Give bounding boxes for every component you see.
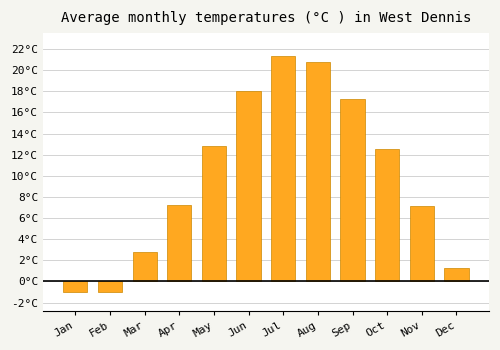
Bar bbox=[306, 62, 330, 281]
Bar bbox=[375, 149, 400, 281]
Bar bbox=[63, 281, 88, 292]
Bar bbox=[132, 252, 157, 281]
Bar bbox=[202, 146, 226, 281]
Bar bbox=[167, 205, 192, 281]
Title: Average monthly temperatures (°C ) in West Dennis: Average monthly temperatures (°C ) in We… bbox=[60, 11, 471, 25]
Bar bbox=[271, 56, 295, 281]
Bar bbox=[340, 99, 364, 281]
Bar bbox=[410, 206, 434, 281]
Bar bbox=[236, 91, 260, 281]
Bar bbox=[98, 281, 122, 292]
Bar bbox=[444, 268, 468, 281]
